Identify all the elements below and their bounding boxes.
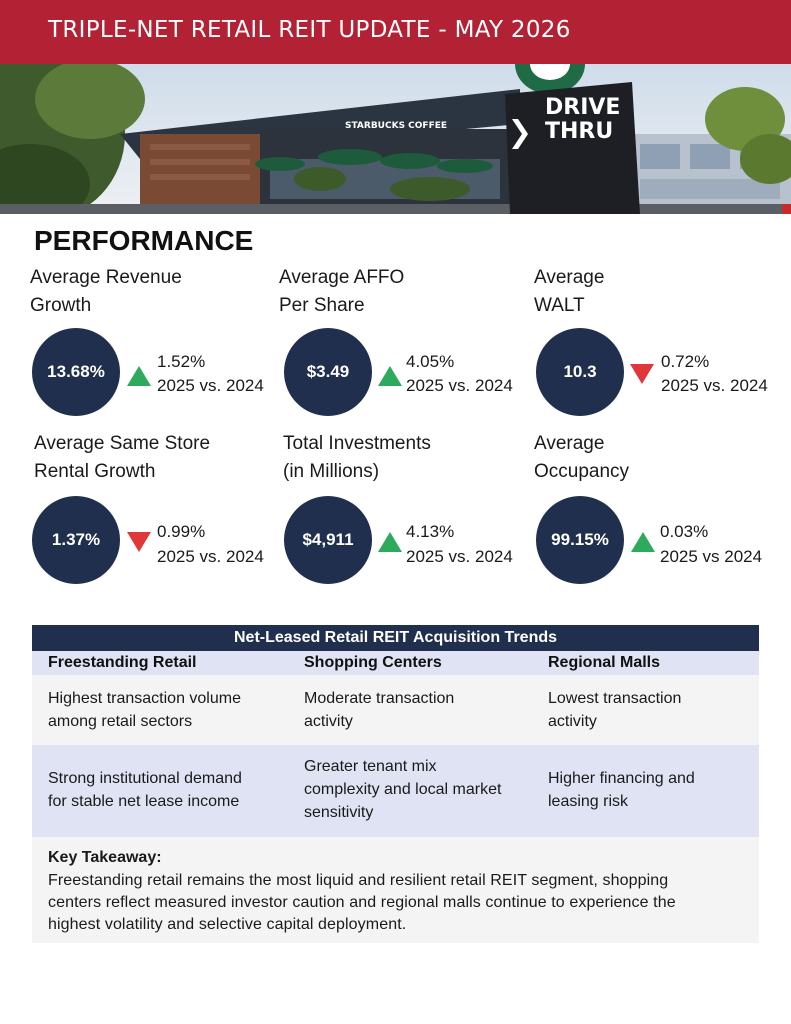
trend-up-icon	[631, 532, 655, 552]
trend-down-icon	[630, 364, 654, 384]
metric-label: Average Same Store Rental Growth	[34, 433, 211, 482]
metric-total-investments: Total Investments (in Millions) $4,911 4…	[283, 430, 533, 600]
metric-value-circle: 10.3	[536, 328, 624, 416]
table-cell: Higher financing and leasing risk	[548, 770, 695, 810]
metric-average-same-store-rental-growth: Average Same Store Rental Growth 1.37% 0…	[32, 430, 284, 600]
table-cell: Highest transaction volume among retail s…	[48, 690, 241, 730]
table-cell: Strong institutional demand for stable ne…	[48, 770, 242, 810]
column-header-regional-malls: Regional Malls	[548, 654, 661, 671]
metric-average-occupancy: Average Occupancy 99.15% 0.03% 2025 vs 2…	[534, 430, 784, 600]
metric-label: Average Revenue Growth	[30, 267, 182, 316]
table-row: Highest transaction volume among retail s…	[32, 675, 759, 745]
acquisition-trends-table: Net-Leased Retail REIT Acquisition Trend…	[32, 625, 759, 943]
metric-label: Total Investments (in Millions)	[283, 433, 431, 482]
drive-sign-line2: THRU	[545, 119, 613, 144]
metric-comparison: 2025 vs. 2024	[406, 547, 513, 566]
page-title: TRIPLE-NET RETAIL REIT UPDATE - MAY 2026	[48, 17, 571, 43]
performance-title: PERFORMANCE	[34, 225, 254, 256]
metric-average-walt: Average WALT 10.3 0.72% 2025 vs. 2024	[534, 264, 784, 434]
trend-up-icon	[127, 366, 151, 386]
metric-change: 0.72%	[661, 352, 710, 371]
key-takeaway-title: Key Takeaway:	[48, 849, 162, 866]
metric-comparison: 2025 vs. 2024	[661, 376, 768, 395]
header-bar: TRIPLE-NET RETAIL REIT UPDATE - MAY 2026	[0, 0, 791, 64]
key-takeaway: Key Takeaway: Freestanding retail remain…	[32, 837, 759, 943]
metric-value-circle: 13.68%	[32, 328, 120, 416]
table-cell: Greater tenant mix complexity and local m…	[304, 758, 502, 821]
store-photo: STARBUCKS COFFEE DRIVE THRU	[0, 64, 791, 214]
metric-change: 0.99%	[157, 522, 206, 541]
metric-change: 0.03%	[660, 522, 709, 541]
metric-average-revenue-growth: Average Revenue Growth 13.68% 1.52% 2025…	[30, 264, 280, 434]
metric-value-circle: 99.15%	[536, 496, 624, 584]
table-cell: Moderate transaction activity	[304, 690, 455, 730]
metric-comparison: 2025 vs. 2024	[406, 376, 513, 395]
column-header-shopping-centers: Shopping Centers	[304, 654, 442, 671]
metric-label: Average WALT	[534, 267, 605, 316]
metric-change: 1.52%	[157, 352, 206, 371]
column-header-freestanding-retail: Freestanding Retail	[48, 654, 197, 671]
metric-average-affo-per-share: Average AFFO Per Share $3.49 4.05% 2025 …	[279, 264, 529, 434]
metric-label: Average Occupancy	[534, 433, 630, 482]
table-cell: Lowest transaction activity	[548, 690, 682, 730]
drive-sign-line1: DRIVE	[545, 95, 620, 120]
key-takeaway-text: Freestanding retail remains the most liq…	[48, 872, 676, 933]
trend-up-icon	[378, 532, 402, 552]
metric-value-circle: 1.37%	[32, 496, 120, 584]
metric-change: 4.05%	[406, 352, 455, 371]
table-header-row: Freestanding Retail Shopping Centers Reg…	[32, 651, 759, 675]
metric-comparison: 2025 vs. 2024	[157, 547, 264, 566]
table-title: Net-Leased Retail REIT Acquisition Trend…	[32, 625, 759, 651]
metric-value-circle: $3.49	[284, 328, 372, 416]
metric-comparison: 2025 vs 2024	[660, 547, 763, 566]
trend-up-icon	[378, 366, 402, 386]
metric-comparison: 2025 vs. 2024	[157, 376, 264, 395]
table-row: Strong institutional demand for stable ne…	[32, 745, 759, 837]
metric-change: 4.13%	[406, 522, 455, 541]
store-sign-text: STARBUCKS COFFEE	[345, 121, 447, 131]
metric-label: Average AFFO Per Share	[279, 267, 405, 316]
metric-value-circle: $4,911	[284, 496, 372, 584]
trend-down-icon	[127, 532, 151, 552]
